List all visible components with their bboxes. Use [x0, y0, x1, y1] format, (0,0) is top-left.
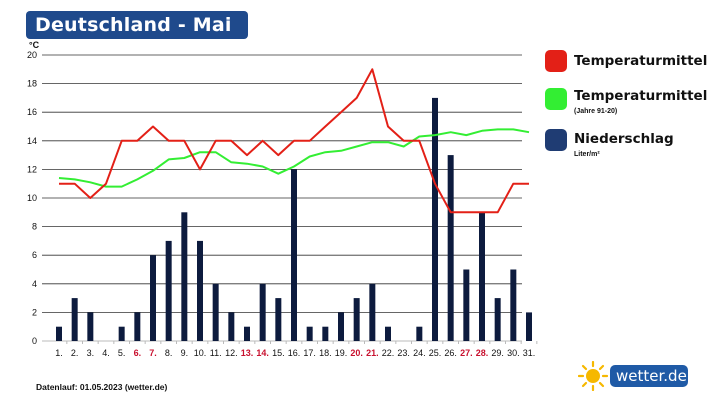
legend-sub-temperature-normal: (Jahre 91-20)	[574, 108, 618, 115]
line-temperatur-normal	[58, 128, 530, 188]
legend-label-precipitation: Niederschlag	[574, 131, 674, 147]
bar-niederschlag	[432, 97, 438, 342]
bar-niederschlag	[259, 283, 266, 341]
page-title: Deutschland - Mai	[35, 14, 232, 36]
y-tick-label: 14	[27, 136, 37, 146]
x-tick-label: 14.	[256, 348, 269, 358]
y-tick-label: 10	[27, 193, 37, 203]
y-unit-label: °C	[29, 40, 40, 50]
x-tick-label: 26.	[444, 348, 457, 358]
x-tick-label: 28.	[476, 348, 489, 358]
bar-niederschlag	[510, 269, 517, 341]
x-tick-label: 23.	[397, 348, 410, 358]
bar-niederschlag	[526, 312, 532, 341]
bar-niederschlag	[322, 326, 329, 341]
bar-niederschlag	[118, 326, 125, 341]
x-tick-label: 20.	[350, 348, 363, 358]
bar-niederschlag	[353, 298, 360, 341]
bar-niederschlag	[134, 312, 141, 341]
bar-niederschlag	[369, 283, 376, 341]
bar-niederschlag	[150, 255, 156, 341]
bar-niederschlag	[197, 240, 203, 341]
x-tick-label: 21.	[366, 348, 379, 358]
y-tick-label: 12	[27, 164, 37, 174]
logo-badge: wetter.de	[610, 365, 688, 387]
y-tick-label: 20	[27, 50, 37, 60]
bar-niederschlag	[71, 298, 78, 341]
legend-sub-precipitation: Liter/m²	[574, 151, 600, 158]
footer-datenlauf: Datenlauf: 01.05.2023 (wetter.de)	[36, 382, 168, 392]
x-tick-label: 18.	[319, 348, 332, 358]
title-banner: Deutschland - Mai	[26, 11, 248, 39]
x-tick-label: 11.	[210, 348, 222, 358]
x-tick-label: 31.	[523, 348, 536, 358]
x-tick-label: 4.	[102, 348, 110, 358]
wetter-logo[interactable]: wetter.de	[578, 361, 692, 391]
bar-niederschlag	[56, 326, 62, 341]
y-tick-label: 4	[32, 279, 37, 289]
x-tick-label: 25.	[429, 348, 442, 358]
legend-label-temperature-normal: Temperaturmittel	[574, 88, 708, 104]
x-tick-label: 15.	[272, 348, 285, 358]
x-tick-label: 3.	[87, 348, 95, 358]
bar-niederschlag	[181, 212, 188, 341]
x-tick-label: 19.	[335, 348, 348, 358]
bar-niederschlag	[447, 155, 454, 341]
x-tick-label: 2.	[71, 348, 79, 358]
logo-text: wetter.de	[616, 367, 687, 385]
bar-niederschlag	[479, 212, 485, 341]
y-tick-label: 8	[32, 222, 37, 232]
bar-niederschlag	[87, 312, 94, 341]
y-tick-label: 6	[32, 250, 37, 260]
bar-niederschlag	[306, 326, 313, 341]
x-tick-label: 17.	[303, 348, 316, 358]
legend-swatch-temperature	[545, 50, 567, 72]
legend-swatch-temperature-normal	[545, 88, 567, 110]
x-tick-label: 22.	[382, 348, 395, 358]
x-tick-label: 24.	[413, 348, 426, 358]
x-tick-label: 9.	[181, 348, 189, 358]
x-tick-label: 16.	[288, 348, 301, 358]
x-tick-label: 8.	[165, 348, 173, 358]
bar-niederschlag	[463, 269, 470, 341]
x-tick-label: 7.	[149, 348, 157, 358]
legend-label-temperature: Temperaturmittel	[574, 53, 708, 69]
x-tick-label: 10.	[194, 348, 207, 358]
x-tick-label: 1.	[55, 348, 63, 358]
x-tick-label: 5.	[118, 348, 126, 358]
bar-niederschlag	[385, 326, 391, 341]
bar-niederschlag	[416, 326, 423, 341]
x-tick-label: 27.	[460, 348, 473, 358]
bar-niederschlag	[291, 169, 297, 341]
bar-niederschlag	[494, 298, 501, 341]
bar-niederschlag	[228, 312, 235, 341]
bar-niederschlag	[275, 298, 282, 341]
legend-swatch-precipitation	[545, 129, 567, 151]
line-temperaturmittel	[59, 68, 529, 214]
x-tick-label: 6.	[134, 348, 142, 358]
bar-niederschlag	[212, 283, 219, 341]
y-tick-label: 0	[32, 336, 37, 346]
y-tick-label: 16	[27, 107, 37, 117]
bar-niederschlag	[338, 312, 344, 341]
y-tick-label: 2	[32, 307, 37, 317]
x-tick-label: 12.	[225, 348, 238, 358]
x-tick-label: 13.	[241, 348, 254, 358]
x-tick-label: 30.	[507, 348, 520, 358]
sun-icon	[578, 361, 609, 391]
bar-niederschlag	[165, 240, 172, 341]
x-tick-label: 29.	[491, 348, 504, 358]
bar-niederschlag	[244, 326, 250, 341]
y-tick-label: 18	[27, 79, 37, 89]
